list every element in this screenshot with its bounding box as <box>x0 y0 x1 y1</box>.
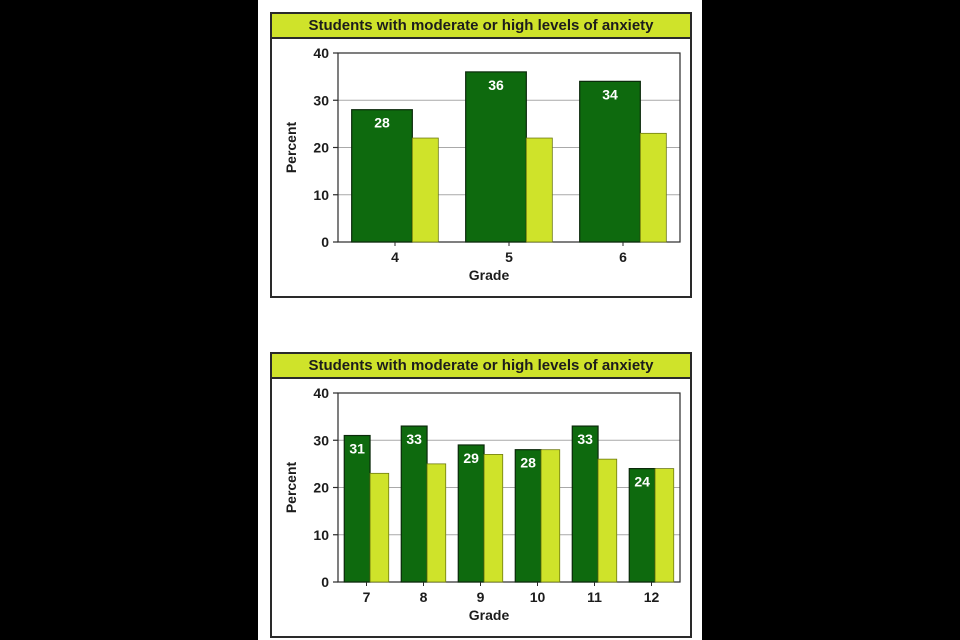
bar-chart-grades-4-6: 0 10 20 30 40 28 4 36 5 34 6 Grade Percent <box>283 45 681 283</box>
y-tick-label: 30 <box>313 92 329 108</box>
x-axis-title: Grade <box>469 267 510 283</box>
chart-panel-grades-4-6: Students with moderate or high levels of… <box>270 12 692 298</box>
bar-dark-series <box>343 434 371 583</box>
bar-data-label: 34 <box>602 86 618 102</box>
y-axis-title: Percent <box>283 121 299 173</box>
bar-dark-series <box>628 467 656 583</box>
bar-data-label: 29 <box>463 450 479 466</box>
bar-dark-series <box>400 425 428 583</box>
bar-light-series <box>654 468 675 583</box>
bar-light-series <box>525 137 553 243</box>
y-tick-label: 10 <box>313 527 329 543</box>
bar-chart-grades-7-12: 0 10 20 30 40 31 7 33 8 29 9 28 10 33 11 24 12 Grade Perce… <box>283 385 681 623</box>
y-tick-label: 10 <box>313 187 329 203</box>
bar-data-label: 24 <box>634 474 650 490</box>
y-tick-label: 20 <box>313 480 329 496</box>
y-axis-title: Percent <box>283 461 299 513</box>
y-tick-label: 40 <box>313 385 329 401</box>
bar-light-series <box>411 137 439 243</box>
bar-dark-series <box>579 80 641 243</box>
chart-title: Students with moderate or high levels of… <box>272 14 690 39</box>
bar-data-label: 36 <box>488 77 504 93</box>
y-tick-label: 30 <box>313 432 329 448</box>
bar-data-label: 33 <box>577 431 593 447</box>
x-tick-label: 7 <box>363 589 371 605</box>
chart-panel-grades-7-12: Students with moderate or high levels of… <box>270 352 692 638</box>
bar-dark-series <box>465 71 527 243</box>
y-tick-label: 0 <box>321 574 329 590</box>
chart-title: Students with moderate or high levels of… <box>272 354 690 379</box>
bar-dark-series <box>571 425 599 583</box>
x-tick-label: 11 <box>587 589 602 605</box>
bar-data-label: 28 <box>374 115 390 131</box>
x-tick-label: 4 <box>391 249 399 265</box>
figure-page: Students with moderate or high levels of… <box>258 0 702 640</box>
bar-light-series <box>639 132 667 243</box>
x-tick-label: 5 <box>505 249 513 265</box>
bar-light-series <box>597 458 618 583</box>
bar-data-label: 31 <box>349 441 365 457</box>
x-tick-label: 12 <box>644 589 660 605</box>
bar-light-series <box>426 463 447 583</box>
bar-light-series <box>369 472 390 583</box>
bar-light-series <box>540 449 561 583</box>
bar-data-label: 33 <box>406 431 422 447</box>
bar-data-label: 28 <box>520 455 536 471</box>
y-tick-label: 40 <box>313 45 329 61</box>
x-tick-label: 10 <box>530 589 546 605</box>
bar-light-series <box>483 454 504 583</box>
x-axis-title: Grade <box>469 607 510 623</box>
y-tick-label: 20 <box>313 140 329 156</box>
x-tick-label: 8 <box>420 589 428 605</box>
x-tick-label: 9 <box>477 589 485 605</box>
y-tick-label: 0 <box>321 234 329 250</box>
x-tick-label: 6 <box>619 249 627 265</box>
